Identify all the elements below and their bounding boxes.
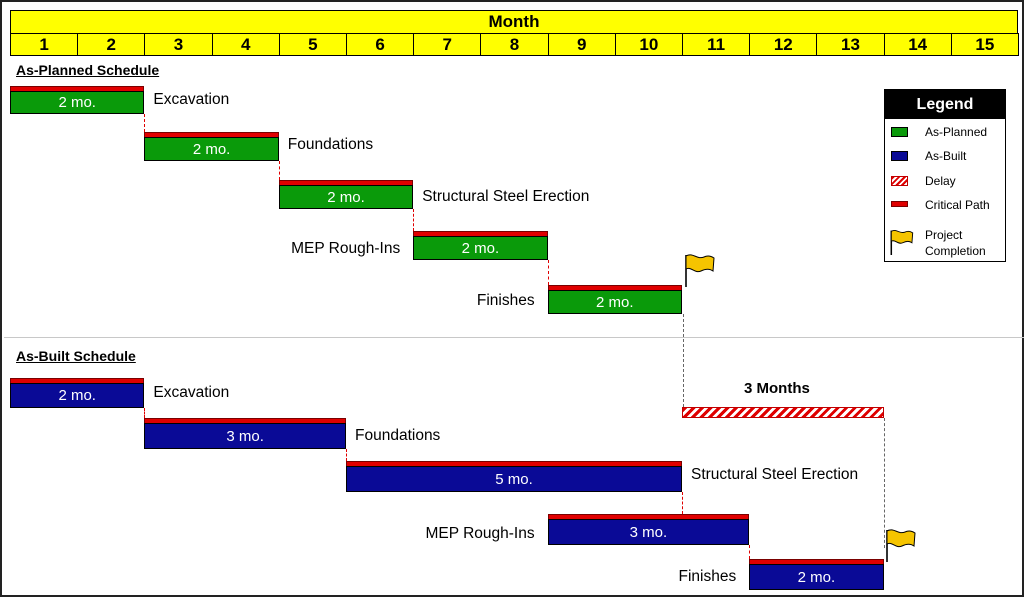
legend-delay-label: Delay — [925, 174, 956, 188]
legend-critical-path-swatch — [891, 201, 908, 207]
as-built-bar-3: 5 mo. — [346, 466, 682, 492]
month-cell-6: 6 — [346, 33, 415, 56]
month-cell-5: 5 — [278, 33, 347, 56]
month-header: Month 1 2 3 4 5 6 7 8 9 10 11 12 13 14 15 — [10, 10, 1019, 56]
as-built-title: As-Built Schedule — [16, 348, 136, 364]
as-built-task-label-1: Excavation — [153, 384, 230, 401]
as-planned-task-label-1: Excavation — [153, 91, 230, 108]
legend-as-planned-label: As-Planned — [925, 125, 988, 139]
legend-project-completion-label: Project Completion — [925, 228, 986, 258]
planned-completion-flag-icon — [685, 254, 715, 287]
planned-completion-connector — [683, 314, 684, 407]
as-planned-bar-5: 2 mo. — [547, 290, 682, 314]
as-planned-dependency-line-2 — [278, 161, 280, 180]
as-planned-bar-2: 2 mo. — [144, 137, 279, 161]
as-planned-bar-4: 2 mo. — [413, 236, 548, 260]
delay-bar — [682, 407, 884, 418]
as-planned-task-label-5: Finishes — [476, 292, 535, 309]
month-cell-4: 4 — [211, 33, 280, 56]
as-built-dependency-line-3 — [682, 492, 683, 514]
month-cell-1: 1 — [10, 33, 79, 56]
legend-flag-icon — [890, 229, 914, 255]
month-cell-13: 13 — [816, 33, 885, 56]
as-built-dependency-line-1 — [144, 408, 146, 418]
month-cell-12: 12 — [749, 33, 818, 56]
month-cell-10: 10 — [614, 33, 683, 56]
as-built-bar-4: 3 mo. — [547, 519, 750, 545]
as-built-task-label-2: Foundations — [355, 427, 441, 444]
as-built-task-label-3: Structural Steel Erection — [691, 466, 859, 483]
legend-critical-path-label: Critical Path — [925, 198, 990, 212]
as-built-dependency-line-4 — [749, 545, 751, 559]
as-planned-dependency-line-4 — [547, 260, 549, 285]
built-completion-flag-icon — [886, 529, 916, 562]
as-planned-dependency-line-1 — [144, 114, 146, 132]
as-built-bar-1: 2 mo. — [10, 383, 145, 408]
as-built-task-label-4: MEP Rough-Ins — [425, 525, 535, 542]
as-planned-title: As-Planned Schedule — [16, 62, 160, 78]
month-cell-8: 8 — [480, 33, 549, 56]
as-built-bar-5: 2 mo. — [749, 564, 884, 590]
built-completion-connector — [884, 418, 885, 548]
section-divider — [4, 337, 1024, 338]
as-built-dependency-line-2 — [346, 449, 347, 461]
month-cell-11: 11 — [682, 33, 751, 56]
legend-as-built-swatch — [891, 151, 908, 161]
legend: Legend As-Planned As-Built Delay Critica… — [884, 89, 1006, 262]
as-planned-bar-1: 2 mo. — [10, 91, 145, 114]
month-cell-15: 15 — [950, 33, 1019, 56]
legend-as-built-label: As-Built — [925, 149, 967, 163]
as-planned-bar-3: 2 mo. — [278, 185, 414, 209]
as-planned-task-label-3: Structural Steel Erection — [422, 188, 590, 205]
as-built-task-label-5: Finishes — [678, 568, 737, 585]
month-cell-2: 2 — [77, 33, 146, 56]
legend-as-planned-swatch — [891, 127, 908, 137]
as-planned-task-label-4: MEP Rough-Ins — [291, 240, 401, 257]
as-planned-task-label-2: Foundations — [287, 136, 374, 153]
month-cell-3: 3 — [144, 33, 213, 56]
month-header-title: Month — [10, 10, 1018, 34]
legend-delay-swatch — [891, 176, 908, 186]
month-cell-14: 14 — [883, 33, 952, 56]
delay-label: 3 Months — [744, 380, 810, 397]
as-built-bar-2: 3 mo. — [144, 423, 346, 449]
month-cell-9: 9 — [547, 33, 616, 56]
legend-title: Legend — [885, 90, 1005, 119]
month-cell-7: 7 — [413, 33, 482, 56]
as-planned-dependency-line-3 — [413, 209, 415, 231]
